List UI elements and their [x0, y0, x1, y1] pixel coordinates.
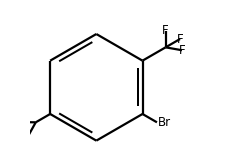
Text: F: F — [178, 44, 184, 57]
Text: F: F — [176, 33, 182, 46]
Text: Br: Br — [157, 116, 170, 129]
Text: F: F — [162, 24, 168, 37]
